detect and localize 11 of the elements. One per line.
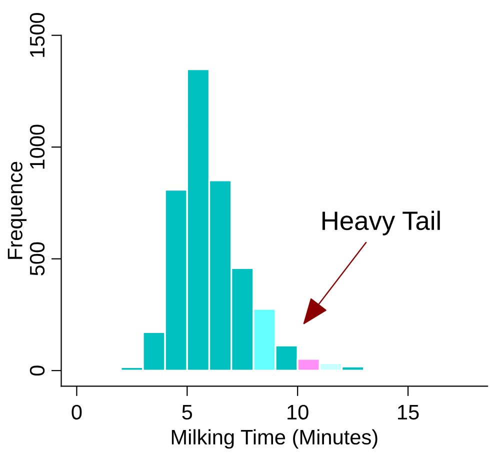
x-tick-label: 15 (398, 405, 419, 420)
x-tick-label: 5 (182, 405, 192, 420)
x-tick-label: 0 (72, 404, 82, 420)
x-tick-label: 10 (288, 404, 308, 420)
y-tick-label: 500 (30, 242, 45, 276)
y-tick-label: 0 (30, 366, 45, 376)
y-axis-title: Frequence (8, 162, 27, 259)
y-tick-label: 1500 (30, 12, 45, 57)
x-axis-title: Milking Time (Minutes) (172, 429, 378, 449)
annotation: Heavy Tail (322, 210, 440, 236)
y-tick-label: 1000 (30, 124, 45, 169)
